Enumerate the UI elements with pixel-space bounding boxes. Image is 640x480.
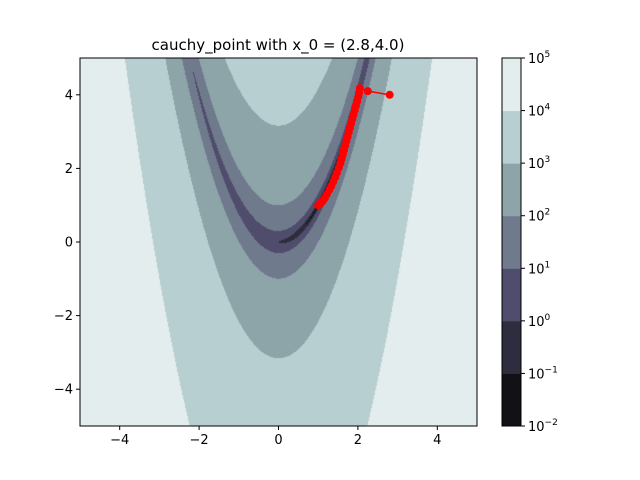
x-tick-label: −4 <box>110 433 129 448</box>
contour-fill <box>80 58 477 426</box>
colorbar-tick-label: 105 <box>528 50 550 67</box>
colorbar: 10−2 10−1 100 101 102 103 104 105 <box>501 50 558 435</box>
colorbar-tick-label: 10−2 <box>528 418 558 435</box>
chart-title: cauchy_point with x_0 = (2.8,4.0) <box>152 36 405 55</box>
y-tick-label: −2 <box>54 309 73 324</box>
colorbar-tick-label: 10−1 <box>528 365 558 382</box>
y-tick-label: −4 <box>54 383 73 398</box>
colorbar-tick-label: 102 <box>528 208 550 225</box>
optimizer-path <box>314 84 394 210</box>
plot-area: −4 −2 0 2 4 −4 −2 0 2 4 <box>54 57 478 448</box>
colorbar-ticks: 10−2 10−1 100 101 102 103 104 105 <box>521 50 558 435</box>
x-axis: −4 −2 0 2 4 <box>110 426 441 448</box>
colorbar-band <box>502 320 521 374</box>
colorbar-band <box>502 58 521 112</box>
colorbar-band <box>502 215 521 269</box>
y-tick-label: 2 <box>65 162 73 177</box>
colorbar-bands <box>502 58 521 427</box>
y-tick-label: 0 <box>65 236 73 251</box>
y-tick-label: 4 <box>65 88 73 103</box>
x-tick-label: 0 <box>274 433 282 448</box>
colorbar-band <box>502 163 521 217</box>
colorbar-frame <box>501 57 522 427</box>
colorbar-tick-label: 100 <box>528 313 551 330</box>
path-point <box>363 87 372 96</box>
colorbar-tick-label: 103 <box>528 155 550 172</box>
colorbar-band <box>502 373 521 427</box>
x-tick-label: 2 <box>354 433 362 448</box>
colorbar-tick-label: 101 <box>528 260 550 277</box>
x-tick-label: 4 <box>433 433 441 448</box>
x-tick-label: −2 <box>190 433 209 448</box>
colorbar-tick-label: 104 <box>528 103 551 120</box>
path-point <box>385 90 394 99</box>
path-point <box>314 201 323 210</box>
y-axis: −4 −2 0 2 4 <box>54 88 80 398</box>
colorbar-band <box>502 268 521 322</box>
colorbar-band <box>502 110 521 164</box>
